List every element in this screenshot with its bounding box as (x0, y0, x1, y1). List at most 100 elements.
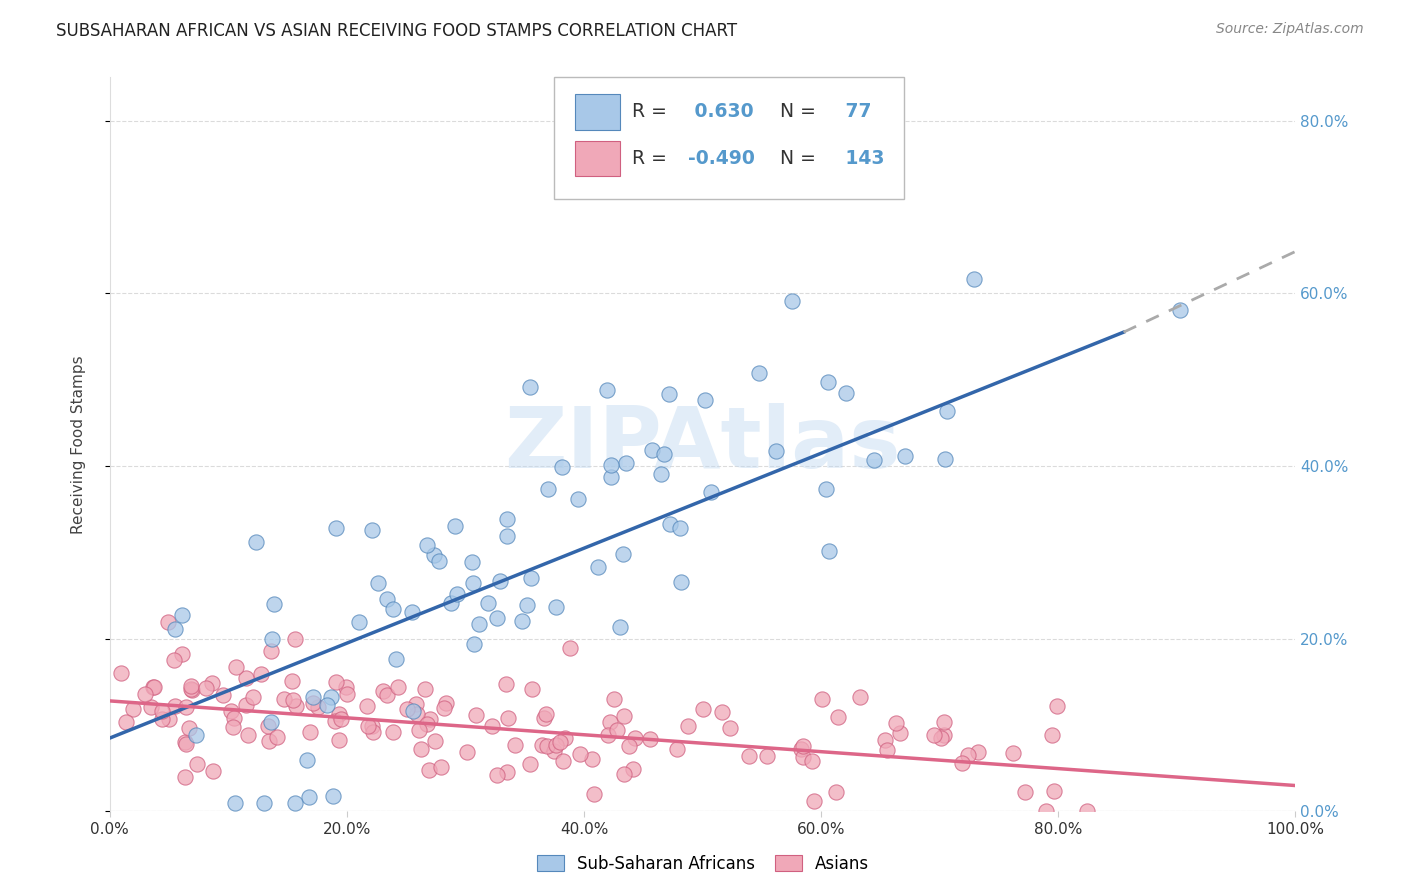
Text: 0.630: 0.630 (689, 103, 754, 121)
Point (285, 698, 308, 713)
Point (817, 375, 839, 389)
Point (863, 452, 886, 467)
Point (174, 770, 197, 784)
Point (266, 730, 288, 744)
Point (329, 712, 352, 726)
Point (568, 747, 591, 762)
Point (756, 748, 779, 763)
Point (606, 723, 628, 738)
Text: SUBSAHARAN AFRICAN VS ASIAN RECEIVING FOOD STAMPS CORRELATION CHART: SUBSAHARAN AFRICAN VS ASIAN RECEIVING FO… (56, 22, 737, 40)
Point (284, 796, 307, 810)
Point (142, 680, 165, 694)
Point (818, 544, 841, 558)
Legend: Sub-Saharan Africans, Asians: Sub-Saharan Africans, Asians (530, 848, 876, 880)
Point (486, 610, 509, 624)
Point (425, 733, 447, 747)
Point (814, 482, 837, 496)
Point (444, 518, 467, 533)
Point (460, 555, 482, 569)
Point (323, 714, 346, 728)
Point (325, 520, 347, 534)
Point (934, 451, 956, 466)
Point (413, 681, 436, 696)
Text: Source: ZipAtlas.com: Source: ZipAtlas.com (1216, 22, 1364, 37)
Point (596, 384, 619, 398)
Point (235, 698, 257, 712)
Point (150, 704, 173, 718)
Point (496, 512, 519, 526)
Point (935, 404, 957, 418)
Point (211, 688, 233, 702)
Point (638, 732, 661, 747)
Point (554, 731, 576, 745)
Point (894, 449, 917, 463)
Point (405, 697, 427, 711)
Point (180, 679, 202, 693)
Point (446, 587, 468, 601)
Point (624, 731, 647, 745)
Point (245, 535, 267, 549)
Point (496, 711, 519, 725)
Text: N =: N = (780, 149, 821, 168)
Point (236, 728, 259, 742)
Point (322, 789, 344, 804)
Point (641, 443, 664, 458)
Point (260, 644, 283, 658)
Text: R =: R = (631, 103, 672, 121)
Point (377, 688, 399, 702)
Point (543, 744, 565, 758)
Point (402, 705, 425, 719)
Point (427, 554, 450, 568)
Point (825, 785, 848, 799)
Point (495, 764, 517, 779)
Point (581, 752, 603, 766)
Point (963, 272, 986, 286)
Point (122, 701, 145, 715)
Point (409, 742, 432, 756)
Point (659, 516, 682, 531)
Point (929, 731, 952, 745)
Point (792, 739, 814, 754)
Point (599, 470, 621, 484)
Point (489, 574, 512, 588)
Point (298, 790, 321, 805)
Point (405, 706, 427, 721)
Point (361, 719, 384, 733)
Point (495, 677, 517, 691)
Point (599, 714, 621, 729)
Point (163, 622, 186, 636)
Point (110, 666, 132, 681)
Point (792, 749, 814, 764)
Point (537, 482, 560, 496)
Point (586, 559, 609, 574)
Point (519, 380, 541, 394)
Point (614, 456, 637, 470)
Point (328, 732, 350, 747)
FancyBboxPatch shape (554, 78, 904, 199)
Point (416, 717, 439, 731)
Point (150, 712, 173, 726)
Point (260, 715, 283, 730)
Point (827, 710, 849, 724)
Point (678, 719, 700, 733)
Point (665, 742, 688, 756)
Point (382, 601, 405, 615)
Point (669, 521, 692, 535)
Point (134, 687, 156, 701)
Point (512, 614, 534, 628)
Point (357, 719, 380, 733)
Point (613, 767, 636, 781)
Point (1002, 746, 1025, 760)
Point (143, 680, 166, 694)
Point (180, 682, 202, 697)
Point (195, 681, 218, 696)
Point (114, 714, 136, 729)
Point (803, 794, 825, 808)
Point (520, 682, 543, 697)
Point (186, 756, 208, 771)
Point (419, 712, 441, 726)
Point (876, 743, 898, 757)
Point (533, 711, 555, 725)
Point (553, 754, 575, 768)
Point (695, 393, 717, 408)
